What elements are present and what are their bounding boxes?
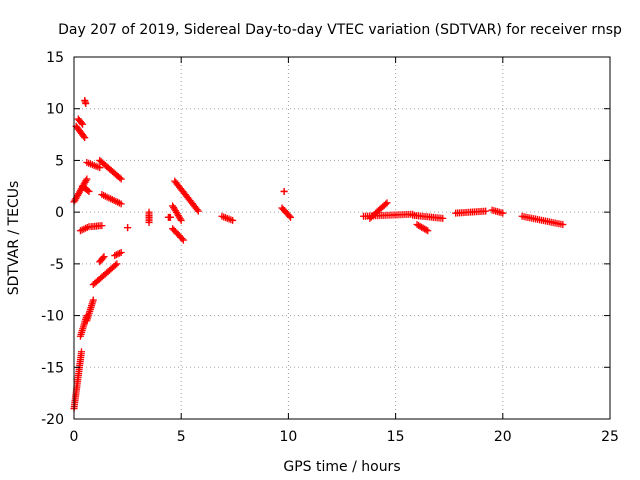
data-point (111, 261, 119, 269)
data-point (285, 212, 293, 220)
data-point (112, 251, 120, 259)
data-point (177, 216, 185, 224)
y-tick-label: 10 (46, 102, 64, 118)
x-tick-label: 0 (70, 429, 79, 445)
data-point (178, 235, 186, 243)
data-point (113, 260, 121, 268)
data-point (114, 250, 122, 258)
y-tick-label: -20 (41, 412, 64, 428)
data-point (424, 227, 432, 235)
data-point (116, 174, 124, 182)
data-point (84, 186, 92, 194)
data-point (287, 213, 295, 221)
data-point (82, 100, 90, 108)
data-point (80, 132, 88, 140)
plot-frame (73, 56, 611, 420)
data-point (89, 296, 97, 304)
data-point (78, 119, 86, 127)
y-tick-label: 0 (55, 205, 64, 221)
x-tick-label: 5 (177, 429, 186, 445)
x-tick-label: 25 (601, 429, 619, 445)
chart-title: Day 207 of 2019, Sidereal Day-to-day VTE… (58, 22, 622, 38)
data-point (166, 213, 174, 221)
data-point (116, 249, 124, 257)
data-point (229, 216, 237, 224)
axis-ticks: 0 5 10 15 20 25 -20 -15 -10 -5 0 5 10 15 (41, 50, 619, 445)
x-axis-label: GPS time / hours (283, 459, 400, 475)
data-point (98, 222, 106, 230)
data-point (439, 214, 447, 222)
data-points (70, 96, 567, 413)
data-point (176, 215, 184, 223)
y-tick-label: -10 (41, 309, 64, 325)
x-tick-label: 20 (494, 429, 512, 445)
data-point (100, 253, 108, 261)
data-point (124, 224, 132, 232)
data-point (83, 175, 91, 183)
data-point (422, 226, 430, 234)
y-tick-label: 5 (55, 153, 64, 169)
data-point (145, 208, 153, 216)
data-point (194, 207, 202, 215)
data-point (99, 254, 107, 262)
data-point (82, 177, 90, 185)
y-tick-label: -5 (50, 257, 64, 273)
data-point (117, 175, 125, 183)
x-tick-label: 15 (387, 429, 405, 445)
y-tick-label: 15 (46, 50, 64, 66)
data-point (559, 221, 567, 229)
y-axis-label: SDTVAR / TECUs (6, 181, 22, 296)
data-point (96, 164, 104, 172)
data-point (280, 187, 288, 195)
data-point (85, 187, 93, 195)
x-tick-label: 10 (279, 429, 297, 445)
data-point (383, 199, 391, 207)
y-tick-label: -15 (41, 360, 64, 376)
data-point (482, 207, 490, 215)
data-point (499, 209, 507, 217)
data-point (193, 206, 201, 214)
data-point (111, 252, 119, 260)
data-point (79, 120, 87, 128)
data-point (117, 248, 125, 256)
data-point (117, 200, 125, 208)
data-point (382, 200, 390, 208)
grid-lines (74, 57, 610, 419)
data-point (78, 348, 86, 356)
data-point (179, 236, 187, 244)
data-point (81, 134, 89, 142)
